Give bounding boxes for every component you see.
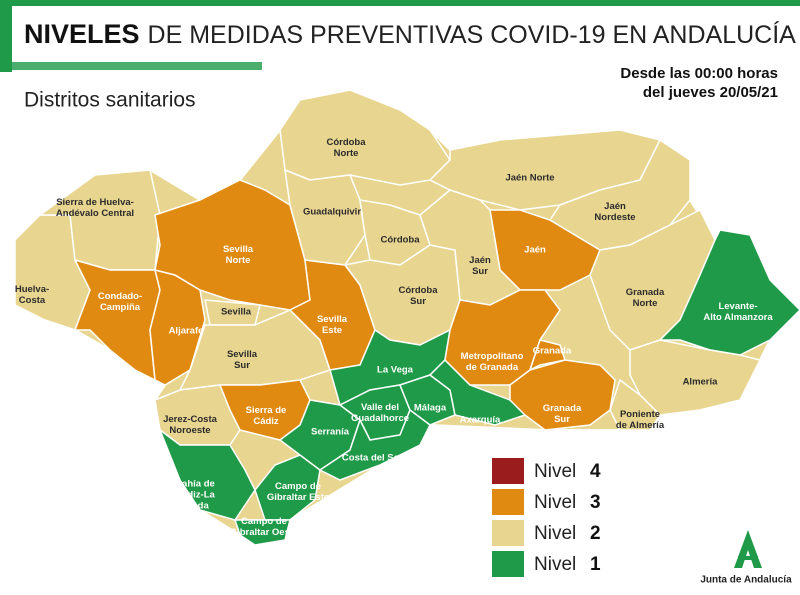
district-label: Valle del xyxy=(361,402,399,413)
logo: Junta de Andalucía xyxy=(700,530,792,586)
district-label: La Vega xyxy=(377,365,414,376)
district-label: Norte xyxy=(334,148,359,159)
district-label: Sevilla xyxy=(221,307,252,318)
district-label: Aljarafe xyxy=(169,326,204,337)
district-label: de Almería xyxy=(616,420,665,431)
district-label: Metropolitano xyxy=(461,351,524,362)
date-line: Desde las 00:00 horas xyxy=(620,65,778,82)
title: NIVELES DE MEDIDAS PREVENTIVAS COVID-19 E… xyxy=(24,19,796,49)
title-underline xyxy=(12,62,262,70)
district-label: Costa xyxy=(19,295,46,306)
district-label: Granada xyxy=(543,403,582,414)
district-label: Jaén Norte xyxy=(505,173,554,184)
district-label: Granada xyxy=(533,346,572,357)
title-rest: DE MEDIDAS PREVENTIVAS COVID-19 EN ANDAL… xyxy=(148,20,797,49)
district-label: Gibraltar Oeste xyxy=(230,527,299,538)
district-label: Levante- xyxy=(718,301,757,312)
district-label: Norte xyxy=(633,298,658,309)
district-label: Sierra de xyxy=(246,405,287,416)
district-label: Sevilla xyxy=(317,314,348,325)
district-label: Poniente xyxy=(620,409,660,420)
district-label: Noroeste xyxy=(169,425,210,436)
district-label: Gibraltar Este xyxy=(267,492,329,503)
district-label: Jaén xyxy=(469,255,491,266)
legend-swatch xyxy=(492,489,524,515)
district-label: Campiña xyxy=(100,302,141,313)
district-label: Sur xyxy=(554,414,570,425)
district-label: de Granada xyxy=(466,362,519,373)
district-label: Córdoba xyxy=(326,137,366,148)
district-label: Janda xyxy=(181,501,209,512)
district-label: Condado- xyxy=(98,291,142,302)
district-label: Axarquía xyxy=(460,415,501,426)
district-label: Nordeste xyxy=(594,212,635,223)
district-label: Sevilla xyxy=(227,349,258,360)
district-area xyxy=(528,339,566,372)
district-label: Campo de xyxy=(241,516,287,527)
district-label: Córdoba xyxy=(380,235,420,246)
districts: Huelva-Costa Sierra de Huelva-Andévalo Ce… xyxy=(14,89,800,546)
district-area xyxy=(233,519,291,546)
left-strip xyxy=(0,0,12,72)
district-label: Granada xyxy=(626,287,665,298)
district-label: Este xyxy=(322,325,342,336)
district-area xyxy=(318,408,431,481)
district-area xyxy=(444,289,561,386)
district-label: Sevilla xyxy=(223,244,254,255)
legend: Nivel 4 Nivel 3 Nivel 2 Nivel 1 xyxy=(492,458,601,577)
legend-swatch xyxy=(492,551,524,577)
subtitle: Distritos sanitarios xyxy=(24,89,196,112)
legend-swatch xyxy=(492,458,524,484)
logo-text: Junta de Andalucía xyxy=(700,575,792,586)
district-area xyxy=(73,258,161,382)
district-area xyxy=(548,138,691,251)
district-label: Cádiz xyxy=(253,416,279,427)
district-label: Bahía de xyxy=(175,479,215,490)
legend-label: Nivel xyxy=(534,554,576,575)
date-line: del jueves 20/05/21 xyxy=(643,84,778,101)
district-label: Sur xyxy=(234,360,250,371)
legend-level: 1 xyxy=(590,554,601,575)
legend-level: 2 xyxy=(590,523,601,544)
district-label: Norte xyxy=(226,255,251,266)
district-label: Cádiz-La xyxy=(175,490,215,501)
district-label: Jerez-Costa xyxy=(163,414,218,425)
district-area xyxy=(509,359,616,431)
district-label: Huelva- xyxy=(15,284,49,295)
district-label: Sur xyxy=(472,266,488,277)
district-label: Córdoba xyxy=(398,285,438,296)
district-area xyxy=(419,189,522,306)
district-label: Sur xyxy=(410,296,426,307)
district-label: Serranía xyxy=(311,427,350,438)
district-label: Guadalquivir xyxy=(303,207,361,218)
legend-label: Nivel xyxy=(534,523,576,544)
logo-bar xyxy=(738,556,758,560)
top-strip xyxy=(0,0,800,6)
district-label: Almería xyxy=(683,377,719,388)
district-label: Jaén xyxy=(604,201,626,212)
district-label: Andévalo Central xyxy=(56,208,134,219)
district-label: Málaga xyxy=(414,403,447,414)
legend-label: Nivel xyxy=(534,492,576,513)
legend-level: 4 xyxy=(590,461,601,482)
legend-swatch xyxy=(492,520,524,546)
legend-label: Nivel xyxy=(534,461,576,482)
district-label: Sierra de Huelva- xyxy=(56,197,134,208)
district-label: Costa del Sol xyxy=(342,453,402,464)
district-label: Jaén xyxy=(524,245,546,256)
title-bold: NIVELES xyxy=(24,19,140,49)
district-label: Campo de xyxy=(275,481,321,492)
district-label: Guadalhorce xyxy=(351,413,409,424)
legend-level: 3 xyxy=(590,492,601,513)
district-area xyxy=(629,339,762,416)
district-label: Alto Almanzora xyxy=(703,312,773,323)
